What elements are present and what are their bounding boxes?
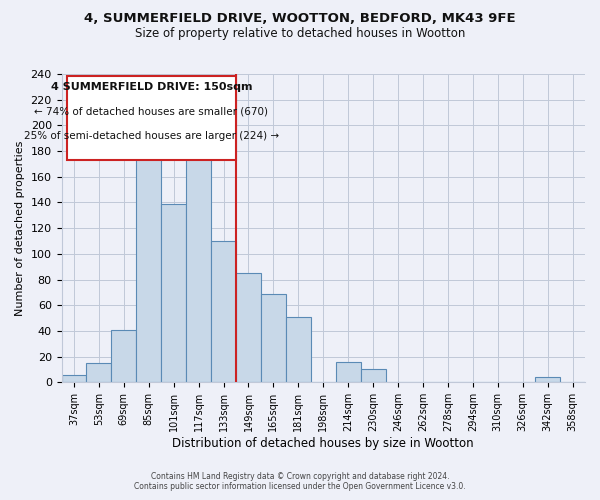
Bar bbox=[261, 294, 286, 382]
Bar bbox=[62, 374, 86, 382]
X-axis label: Distribution of detached houses by size in Wootton: Distribution of detached houses by size … bbox=[172, 437, 474, 450]
Text: Contains public sector information licensed under the Open Government Licence v3: Contains public sector information licen… bbox=[134, 482, 466, 491]
Bar bbox=[186, 144, 211, 382]
Y-axis label: Number of detached properties: Number of detached properties bbox=[15, 140, 25, 316]
FancyBboxPatch shape bbox=[67, 76, 236, 160]
Bar bbox=[535, 377, 560, 382]
Bar bbox=[112, 330, 136, 382]
Text: Size of property relative to detached houses in Wootton: Size of property relative to detached ho… bbox=[135, 28, 465, 40]
Text: Contains HM Land Registry data © Crown copyright and database right 2024.: Contains HM Land Registry data © Crown c… bbox=[151, 472, 449, 481]
Bar bbox=[161, 204, 186, 382]
Text: 25% of semi-detached houses are larger (224) →: 25% of semi-detached houses are larger (… bbox=[24, 131, 279, 141]
Bar bbox=[236, 273, 261, 382]
Text: 4 SUMMERFIELD DRIVE: 150sqm: 4 SUMMERFIELD DRIVE: 150sqm bbox=[50, 82, 252, 92]
Bar bbox=[286, 317, 311, 382]
Bar bbox=[361, 370, 386, 382]
Bar bbox=[336, 362, 361, 382]
Text: ← 74% of detached houses are smaller (670): ← 74% of detached houses are smaller (67… bbox=[34, 106, 268, 117]
Bar bbox=[86, 363, 112, 382]
Text: 4, SUMMERFIELD DRIVE, WOOTTON, BEDFORD, MK43 9FE: 4, SUMMERFIELD DRIVE, WOOTTON, BEDFORD, … bbox=[84, 12, 516, 26]
Bar bbox=[136, 154, 161, 382]
Bar bbox=[211, 241, 236, 382]
